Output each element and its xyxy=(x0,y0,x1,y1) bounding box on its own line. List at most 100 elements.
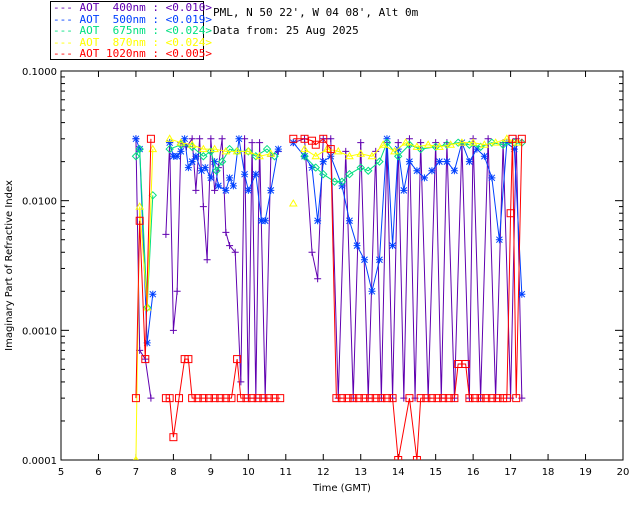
x-tick-label: 9 xyxy=(208,467,214,478)
series-1 xyxy=(132,135,526,347)
series-line xyxy=(135,138,152,399)
y-tick-label: 0.0010 xyxy=(22,326,57,337)
data-point-star xyxy=(510,145,518,153)
data-point-plus xyxy=(218,135,226,143)
data-point-square xyxy=(422,394,431,403)
data-point-diamond xyxy=(232,147,242,156)
data-point-star xyxy=(132,135,140,143)
data-point-square xyxy=(146,134,155,143)
data-point-diamond xyxy=(337,177,347,186)
series-line xyxy=(293,138,523,399)
legend-line-icon: --- xyxy=(53,12,80,26)
data-point-diamond xyxy=(262,144,272,154)
x-tick-label: 17 xyxy=(504,467,517,478)
data-point-diamond xyxy=(311,163,320,172)
data-point-triangle xyxy=(255,151,264,160)
legend-entry: --- AOT 1020nm : <0.005> xyxy=(53,47,212,60)
data-point-star xyxy=(181,135,189,143)
data-point-diamond xyxy=(165,144,174,154)
data-point-plus xyxy=(226,242,234,250)
legend-label: AOT 500nm : <0.019> xyxy=(79,12,212,26)
data-point-star xyxy=(314,217,322,225)
data-point-square xyxy=(416,394,425,403)
data-point-star xyxy=(184,164,192,172)
data-point-square xyxy=(319,134,328,143)
x-tick-label: 15 xyxy=(429,467,442,478)
data-point-star xyxy=(226,174,234,182)
series-line xyxy=(135,147,154,308)
legend-entry: --- AOT 400nm : <0.010> xyxy=(53,2,212,14)
data-point-plus xyxy=(231,248,239,256)
data-point-triangle xyxy=(491,138,500,146)
data-point-star xyxy=(235,135,243,143)
data-point-square xyxy=(508,134,517,143)
date-label: Data from: 25 Aug 2025 xyxy=(213,24,359,37)
data-point-diamond xyxy=(465,140,474,149)
data-point-square xyxy=(259,394,268,403)
data-point-star xyxy=(400,186,408,194)
series-line xyxy=(293,138,523,460)
data-point-triangle xyxy=(412,142,422,150)
data-point-diamond xyxy=(131,152,141,161)
data-point-square xyxy=(482,394,491,403)
data-point-square xyxy=(493,394,502,403)
data-point-triangle xyxy=(176,138,186,146)
data-point-diamond xyxy=(319,169,328,179)
data-point-plus xyxy=(484,135,492,143)
legend-label: AOT 1020nm : <0.005> xyxy=(79,47,212,60)
data-point-square xyxy=(517,134,526,143)
data-point-square xyxy=(253,394,262,403)
data-point-diamond xyxy=(345,169,354,179)
data-point-triangle xyxy=(135,202,145,210)
series-line xyxy=(135,138,152,399)
legend-entry: --- AOT 500nm : <0.019> xyxy=(53,12,212,26)
data-point-star xyxy=(229,182,237,190)
data-point-triangle xyxy=(142,303,152,311)
data-point-square xyxy=(131,394,140,403)
data-point-triangle xyxy=(435,142,444,150)
x-tick-label: 6 xyxy=(95,467,101,478)
series-line xyxy=(165,137,279,399)
data-point-plus xyxy=(192,186,200,194)
x-tick-label: 8 xyxy=(170,467,176,478)
data-point-star xyxy=(360,256,368,264)
data-point-star xyxy=(345,217,353,225)
legend: --- AOT 400nm : <0.010> --- AOT 500nm : <… xyxy=(50,1,212,60)
data-point-triangle xyxy=(480,140,489,148)
data-point-square xyxy=(338,394,346,403)
series-line xyxy=(135,138,154,343)
data-point-triangle xyxy=(133,455,139,460)
data-point-square xyxy=(289,134,298,143)
data-point-square xyxy=(248,394,257,403)
data-point-diamond xyxy=(300,152,309,161)
x-tick-label: 14 xyxy=(392,467,405,478)
data-point-square xyxy=(439,394,448,403)
data-point-star xyxy=(389,242,397,250)
data-point-star xyxy=(319,158,327,166)
data-point-plus xyxy=(222,228,230,236)
x-tick-label: 19 xyxy=(579,467,592,478)
data-point-diamond xyxy=(364,166,373,175)
data-point-square xyxy=(216,394,225,403)
data-point-star xyxy=(257,217,265,225)
legend-line-icon: --- xyxy=(53,24,80,37)
data-point-star xyxy=(450,167,458,175)
data-point-star xyxy=(207,174,215,182)
data-point-square xyxy=(311,140,320,149)
data-point-star xyxy=(201,164,209,172)
data-point-star xyxy=(465,158,473,166)
data-point-square xyxy=(242,394,251,403)
data-point-diamond xyxy=(330,177,339,186)
data-point-plus xyxy=(203,256,211,264)
data-point-square xyxy=(141,355,150,364)
legend-line-icon: --- xyxy=(53,47,80,60)
data-point-square xyxy=(444,394,453,403)
data-point-plus xyxy=(211,186,219,194)
x-tick-label: 12 xyxy=(317,467,330,478)
x-tick-label: 7 xyxy=(133,467,139,478)
data-point-diamond xyxy=(148,191,158,200)
data-point-square xyxy=(326,145,335,154)
data-point-square xyxy=(476,394,485,403)
data-point-star xyxy=(198,167,205,175)
data-point-diamond xyxy=(270,152,279,161)
